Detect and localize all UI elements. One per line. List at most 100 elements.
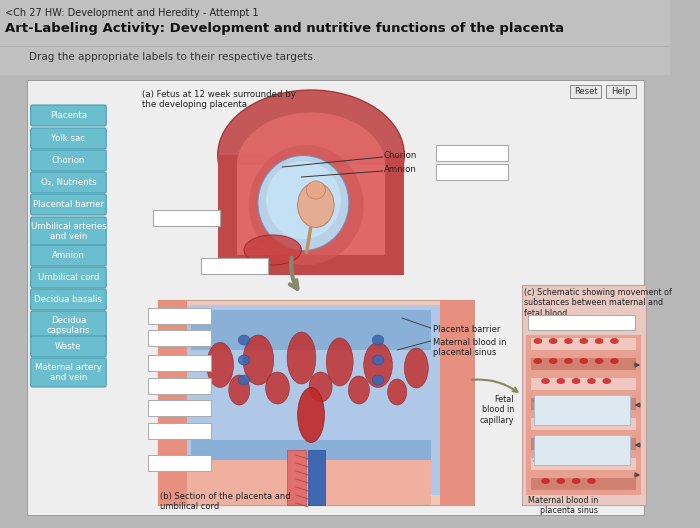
FancyBboxPatch shape <box>218 155 404 275</box>
Text: Maternal blood in
placenta sinus: Maternal blood in placenta sinus <box>528 496 598 515</box>
FancyBboxPatch shape <box>31 289 106 310</box>
FancyBboxPatch shape <box>534 395 630 425</box>
FancyBboxPatch shape <box>522 285 646 505</box>
Ellipse shape <box>244 235 302 265</box>
Ellipse shape <box>533 398 542 404</box>
Ellipse shape <box>564 458 573 464</box>
Ellipse shape <box>580 358 588 364</box>
Ellipse shape <box>405 348 428 388</box>
FancyBboxPatch shape <box>531 438 636 450</box>
Ellipse shape <box>549 398 557 404</box>
FancyBboxPatch shape <box>570 85 601 98</box>
FancyBboxPatch shape <box>187 460 430 505</box>
FancyBboxPatch shape <box>31 150 106 171</box>
Text: Fetal
blood in
capillary: Fetal blood in capillary <box>480 395 514 425</box>
Ellipse shape <box>549 458 557 464</box>
FancyBboxPatch shape <box>158 300 474 505</box>
FancyBboxPatch shape <box>436 145 508 161</box>
Ellipse shape <box>287 332 316 384</box>
Text: Amnion: Amnion <box>52 251 85 260</box>
FancyBboxPatch shape <box>148 330 211 346</box>
Ellipse shape <box>595 458 603 464</box>
Ellipse shape <box>238 355 250 365</box>
FancyBboxPatch shape <box>148 378 211 394</box>
Ellipse shape <box>595 338 603 344</box>
Ellipse shape <box>258 156 349 250</box>
FancyBboxPatch shape <box>531 378 636 390</box>
FancyBboxPatch shape <box>531 458 636 470</box>
Ellipse shape <box>572 478 580 484</box>
Text: Umbilical cord: Umbilical cord <box>38 273 99 282</box>
Ellipse shape <box>243 335 274 385</box>
Ellipse shape <box>595 398 603 404</box>
FancyBboxPatch shape <box>31 105 106 126</box>
Ellipse shape <box>248 145 364 265</box>
Ellipse shape <box>218 90 405 220</box>
FancyBboxPatch shape <box>31 128 106 149</box>
Ellipse shape <box>533 458 542 464</box>
FancyBboxPatch shape <box>31 172 106 193</box>
Ellipse shape <box>580 458 588 464</box>
Ellipse shape <box>556 478 565 484</box>
Ellipse shape <box>298 183 334 228</box>
FancyBboxPatch shape <box>606 85 636 98</box>
FancyBboxPatch shape <box>531 398 636 410</box>
Text: Placenta: Placenta <box>50 111 87 120</box>
Ellipse shape <box>541 478 550 484</box>
FancyBboxPatch shape <box>31 358 106 387</box>
Text: Drag the appropriate labels to their respective targets.: Drag the appropriate labels to their res… <box>29 52 316 62</box>
Ellipse shape <box>533 338 542 344</box>
Ellipse shape <box>587 478 596 484</box>
Ellipse shape <box>556 378 565 384</box>
Text: Chorion: Chorion <box>384 150 417 159</box>
FancyBboxPatch shape <box>531 358 636 370</box>
FancyBboxPatch shape <box>191 310 430 350</box>
Ellipse shape <box>603 378 611 384</box>
FancyBboxPatch shape <box>148 400 211 416</box>
FancyBboxPatch shape <box>0 0 670 75</box>
Ellipse shape <box>533 358 542 364</box>
FancyBboxPatch shape <box>31 311 106 340</box>
Text: Decidua basalis: Decidua basalis <box>34 295 102 304</box>
Ellipse shape <box>372 335 384 345</box>
Text: Help: Help <box>611 87 631 96</box>
Ellipse shape <box>549 338 557 344</box>
FancyBboxPatch shape <box>158 300 187 505</box>
Ellipse shape <box>238 375 250 385</box>
Ellipse shape <box>610 338 619 344</box>
Ellipse shape <box>298 388 324 442</box>
Ellipse shape <box>266 161 341 239</box>
Ellipse shape <box>364 343 393 388</box>
Ellipse shape <box>587 378 596 384</box>
Text: Umbilical arteries
and vein: Umbilical arteries and vein <box>31 222 106 241</box>
FancyBboxPatch shape <box>31 217 106 246</box>
Text: (c) Schematic showing movement of
substances between maternal and
fetal blood: (c) Schematic showing movement of substa… <box>524 288 672 318</box>
Ellipse shape <box>580 338 588 344</box>
FancyBboxPatch shape <box>31 194 106 215</box>
Ellipse shape <box>549 358 557 364</box>
Ellipse shape <box>309 372 332 402</box>
Ellipse shape <box>349 376 370 404</box>
Text: O₂, Nutrients: O₂, Nutrients <box>41 178 96 187</box>
Ellipse shape <box>572 378 580 384</box>
Ellipse shape <box>610 458 619 464</box>
FancyBboxPatch shape <box>31 267 106 288</box>
Text: Chorion: Chorion <box>52 156 85 165</box>
FancyBboxPatch shape <box>148 355 211 371</box>
Text: Decidua
capsularis: Decidua capsularis <box>47 316 90 335</box>
Ellipse shape <box>229 375 250 405</box>
Ellipse shape <box>564 358 573 364</box>
Ellipse shape <box>238 335 250 345</box>
FancyBboxPatch shape <box>148 455 211 471</box>
Ellipse shape <box>610 398 619 404</box>
Ellipse shape <box>372 375 384 385</box>
FancyBboxPatch shape <box>440 300 474 505</box>
FancyBboxPatch shape <box>0 0 670 528</box>
FancyBboxPatch shape <box>436 164 508 180</box>
FancyBboxPatch shape <box>31 336 106 357</box>
Ellipse shape <box>610 358 619 364</box>
Text: Art-Labeling Activity: Development and nutritive functions of the placenta: Art-Labeling Activity: Development and n… <box>5 22 564 35</box>
FancyBboxPatch shape <box>27 80 644 515</box>
FancyBboxPatch shape <box>237 165 385 255</box>
Text: Placental barrier: Placental barrier <box>33 200 104 209</box>
